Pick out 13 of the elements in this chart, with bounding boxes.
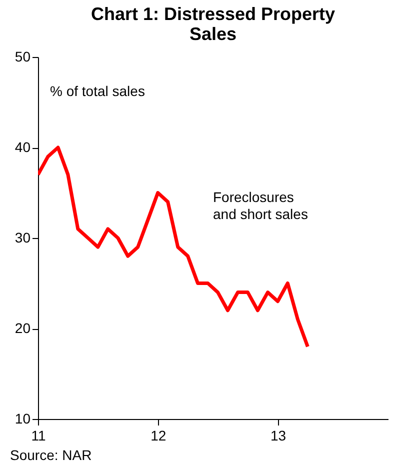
x-tick-label: 12 bbox=[150, 428, 166, 444]
y-tick-label: 20 bbox=[14, 320, 31, 336]
y-tick-label: 50 bbox=[14, 48, 31, 64]
y-tick-label: 10 bbox=[14, 410, 31, 426]
text: Foreclosures and short sales bbox=[213, 188, 308, 222]
x-tick-label: 11 bbox=[31, 428, 46, 444]
y-tick-label: 30 bbox=[14, 230, 31, 246]
line-series bbox=[38, 146, 310, 348]
source-note: Source: NAR bbox=[10, 447, 92, 463]
x-tick-label: 13 bbox=[270, 428, 286, 444]
y-axis-title: % of total sales bbox=[50, 83, 145, 99]
y-tick-label: 40 bbox=[14, 139, 31, 155]
chart-title: Chart 1: Distressed Property Sales bbox=[90, 4, 336, 44]
